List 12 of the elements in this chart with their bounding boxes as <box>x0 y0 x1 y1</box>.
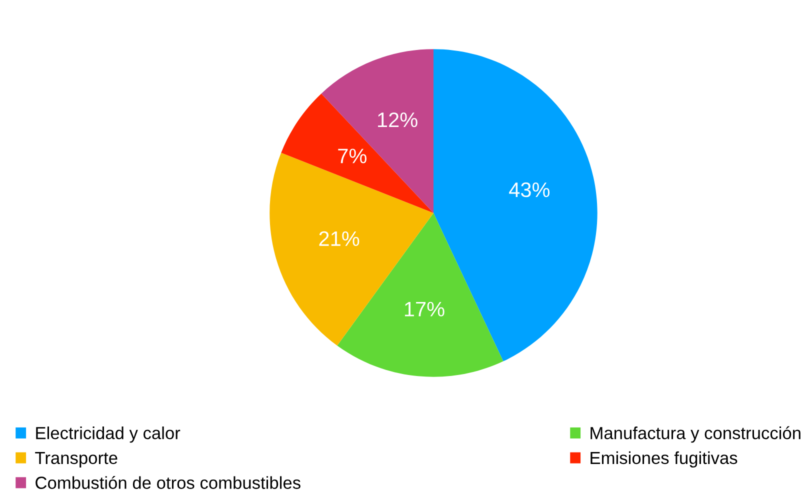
legend-label: Combustión de otros combustibles <box>36 476 300 489</box>
pie-slice <box>281 94 434 214</box>
data-label: 12% <box>378 112 418 128</box>
data-label: 21% <box>319 231 360 246</box>
legend-label: Manufactura y construcción <box>590 426 800 443</box>
data-label: 17% <box>404 302 444 316</box>
legend-label: Emisiones fugitivas <box>590 451 738 468</box>
pie-slice <box>321 49 434 214</box>
legend-label: Transporte <box>35 452 118 468</box>
legend-label: Electricidad y calor <box>36 426 180 443</box>
data-label: 43% <box>509 182 550 198</box>
data-label: 7% <box>338 148 366 164</box>
